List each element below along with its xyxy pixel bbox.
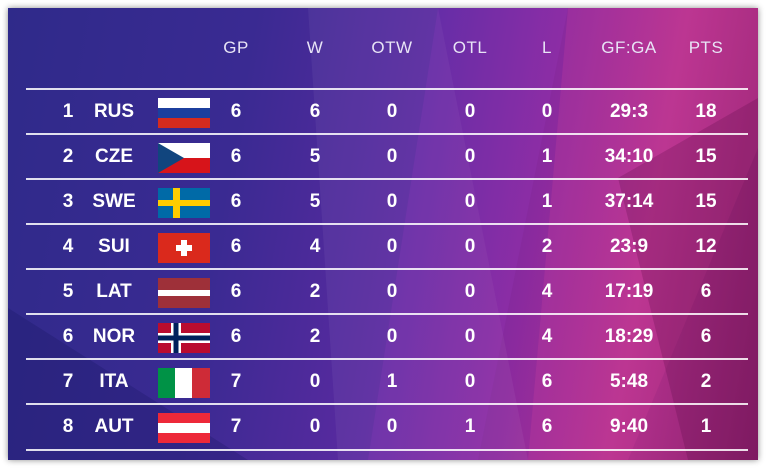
overtime-losses: 0 (464, 326, 476, 347)
games-played: 7 (230, 371, 242, 392)
games-played: 6 (230, 281, 242, 302)
header-l: L (542, 38, 552, 57)
overtime-losses: 0 (464, 281, 476, 302)
overtime-wins: 0 (386, 146, 398, 167)
table-row: 1 RUS 6 6 0 0 0 29:3 18 (26, 88, 748, 134)
header-gfga: GF:GA (601, 38, 657, 57)
rank: 8 (62, 416, 74, 437)
austria-flag-icon (158, 413, 210, 443)
overtime-wins: 0 (386, 101, 398, 122)
header-pts: PTS (688, 38, 724, 57)
wins: 5 (309, 191, 321, 212)
goals-for-against: 18:29 (604, 326, 654, 347)
goals-for-against: 29:3 (609, 101, 649, 122)
games-played: 6 (230, 236, 242, 257)
standings-panel: GP W OTW OTL L GF:GA PTS 1 RUS 6 6 0 0 0… (8, 8, 758, 460)
points: 6 (700, 326, 712, 347)
overtime-losses: 0 (464, 236, 476, 257)
overtime-wins: 0 (386, 191, 398, 212)
rank: 2 (62, 146, 74, 167)
overtime-losses: 0 (464, 101, 476, 122)
italy-flag-icon (158, 368, 210, 398)
team-code: CZE (95, 146, 133, 167)
overtime-wins: 0 (386, 281, 398, 302)
losses: 4 (541, 281, 553, 302)
games-played: 6 (230, 101, 242, 122)
overtime-losses: 0 (464, 371, 476, 392)
points: 1 (700, 416, 712, 437)
goals-for-against: 34:10 (604, 146, 654, 167)
latvia-flag-icon (158, 278, 210, 308)
team-code: SWE (92, 191, 136, 212)
rank: 3 (62, 191, 74, 212)
wins: 6 (309, 101, 321, 122)
overtime-wins: 1 (386, 371, 398, 392)
points: 15 (695, 191, 717, 212)
goals-for-against: 9:40 (609, 416, 649, 437)
losses: 1 (541, 191, 553, 212)
team-code: SUI (98, 236, 130, 257)
points: 18 (695, 101, 717, 122)
goals-for-against: 5:48 (609, 371, 649, 392)
points: 12 (695, 236, 717, 257)
goals-for-against: 17:19 (604, 281, 654, 302)
losses: 6 (541, 416, 553, 437)
wins: 5 (309, 146, 321, 167)
losses: 4 (541, 326, 553, 347)
rank: 1 (62, 101, 74, 122)
overtime-losses: 0 (464, 191, 476, 212)
table-row: 7 ITA 7 0 1 0 6 5:48 2 (26, 358, 748, 404)
team-code: LAT (96, 281, 132, 302)
wins: 4 (309, 236, 321, 257)
games-played: 6 (230, 146, 242, 167)
table-row: 4 SUI 6 4 0 0 2 23:9 12 (26, 223, 748, 269)
russia-flag-icon (158, 98, 210, 128)
goals-for-against: 37:14 (604, 191, 654, 212)
team-code: ITA (99, 371, 129, 392)
header-row: GP W OTW OTL L GF:GA PTS (26, 8, 748, 88)
team-code: RUS (93, 101, 135, 122)
rank: 5 (62, 281, 74, 302)
czech-flag-icon (158, 143, 210, 173)
rank: 7 (62, 371, 74, 392)
games-played: 6 (230, 326, 242, 347)
losses: 2 (541, 236, 553, 257)
points: 2 (700, 371, 712, 392)
overtime-wins: 0 (386, 326, 398, 347)
overtime-wins: 0 (386, 416, 398, 437)
table-row: 6 NOR 6 2 0 0 4 18:29 6 (26, 313, 748, 359)
losses: 1 (541, 146, 553, 167)
rank: 4 (62, 236, 74, 257)
header-otl: OTL (452, 38, 488, 57)
losses: 6 (541, 371, 553, 392)
table-row: 5 LAT 6 2 0 0 4 17:19 6 (26, 268, 748, 314)
losses: 0 (541, 101, 553, 122)
sweden-flag-icon (158, 188, 210, 218)
team-code: NOR (92, 326, 136, 347)
games-played: 7 (230, 416, 242, 437)
wins: 2 (309, 281, 321, 302)
table-row: 2 CZE 6 5 0 0 1 34:10 15 (26, 133, 748, 179)
overtime-wins: 0 (386, 236, 398, 257)
overtime-losses: 1 (464, 416, 476, 437)
table-row: 3 SWE 6 5 0 0 1 37:14 15 (26, 178, 748, 224)
points: 15 (695, 146, 717, 167)
wins: 2 (309, 326, 321, 347)
team-code: AUT (94, 416, 134, 437)
overtime-losses: 0 (464, 146, 476, 167)
table-row: 8 AUT 7 0 0 1 6 9:40 1 (26, 403, 748, 451)
wins: 0 (309, 371, 321, 392)
goals-for-against: 23:9 (609, 236, 649, 257)
rank: 6 (62, 326, 74, 347)
header-w: W (306, 38, 324, 57)
wins: 0 (309, 416, 321, 437)
games-played: 6 (230, 191, 242, 212)
header-otw: OTW (371, 38, 413, 57)
switzerland-flag-icon (158, 233, 210, 263)
header-gp: GP (223, 38, 249, 57)
points: 6 (700, 281, 712, 302)
norway-flag-icon (158, 323, 210, 353)
